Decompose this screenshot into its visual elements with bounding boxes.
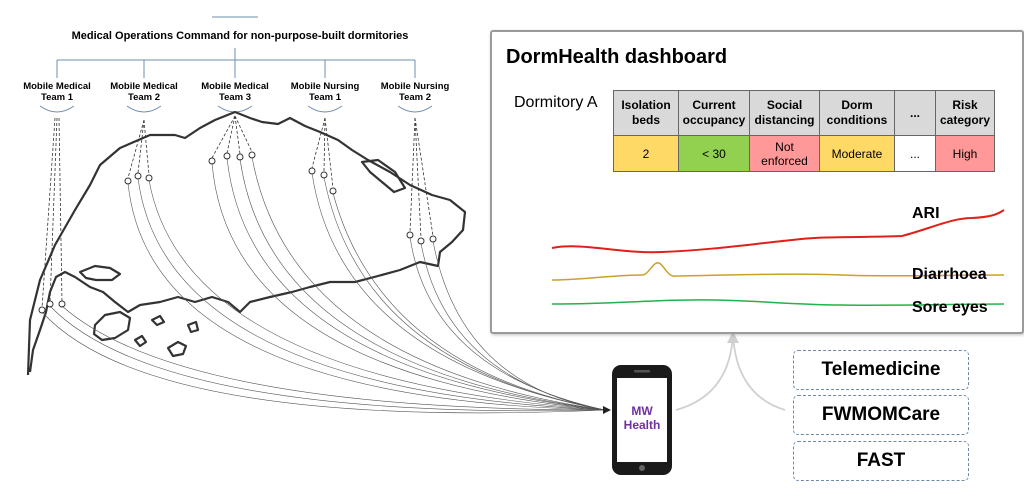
team-mobile-nursing-2: Mobile Nursing Team 2 [370, 81, 460, 103]
team-label-line1: Mobile Medical [23, 81, 91, 92]
map-outline [26, 110, 467, 376]
team-label-line2: Team 1 [40, 92, 74, 103]
value-dorm-conditions: Moderate [819, 135, 895, 172]
header-ellipsis: ... [894, 90, 936, 136]
arrow-head [603, 406, 611, 414]
dashboard-title: DormHealth dashboard [506, 46, 728, 68]
header-social-distancing: Social distancing [749, 90, 820, 136]
team-label-line1: Mobile Medical [201, 81, 269, 92]
team-mobile-medical-3: Mobile Medical Team 3 [190, 81, 280, 103]
phone-icon [612, 365, 672, 475]
team-mobile-medical-1: Mobile Medical Team 1 [12, 81, 102, 103]
team-label-line1: Mobile Medical [110, 81, 178, 92]
mw-health-app-label: MW Health [612, 404, 672, 432]
ari-trend-line [551, 209, 1005, 254]
team-label-line2: Team 2 [398, 92, 432, 103]
app-name-line2: Health [623, 418, 661, 432]
team-mobile-medical-2: Mobile Medical Team 2 [99, 81, 189, 103]
service-fwmomcare: FWMOMCare [793, 395, 969, 435]
team-label-line1: Mobile Nursing [290, 81, 360, 92]
value-ellipsis: ... [894, 135, 936, 172]
team-dispatch-lines [41, 115, 434, 309]
series-label-sore-eyes: Sore eyes [912, 299, 988, 316]
data-flow-arrows [675, 333, 786, 411]
dormitory-metrics-table: Isolation beds Current occupancy Social dis… [613, 90, 995, 172]
dormhealth-dashboard: DormHealth dashboard Dormitory A Isolati… [490, 30, 1024, 334]
header-dorm-conditions: Dorm conditions [819, 90, 895, 136]
header-isolation-beds: Isolation beds [613, 90, 679, 136]
sore-eyes-trend-line [551, 299, 1005, 307]
syndrome-trend-lines [551, 209, 1005, 307]
team-label-line2: Team 3 [218, 92, 252, 103]
table-value-row: 2 < 30 Not enforced Moderate ... High [613, 135, 995, 172]
team-mobile-nursing-1: Mobile Nursing Team 1 [280, 81, 370, 103]
table-header-row: Isolation beds Current occupancy Social dis… [613, 90, 995, 136]
team-label-line1: Mobile Nursing [380, 81, 450, 92]
value-isolation-beds: 2 [613, 135, 679, 172]
value-social-distancing: Not enforced [749, 135, 820, 172]
header-risk-category: Risk category [935, 90, 995, 136]
app-name-line1: MW [631, 404, 653, 418]
header-current-occupancy: Current occupancy [678, 90, 750, 136]
org-connectors [39, 16, 433, 113]
data-flow-arrowhead [727, 331, 739, 343]
team-label-line2: Team 2 [127, 92, 161, 103]
reporting-lines [41, 156, 606, 414]
command-title: Medical Operations Command for non-purpo… [71, 30, 409, 42]
value-current-occupancy: < 30 [678, 135, 750, 172]
dormitory-label: Dormitory A [514, 94, 598, 111]
team-label-line2: Team 1 [308, 92, 342, 103]
series-label-ari: ARI [912, 205, 940, 222]
service-telemedicine: Telemedicine [793, 350, 969, 390]
series-label-diarrhoea: Diarrhoea [912, 266, 987, 283]
service-fast: FAST [793, 441, 969, 481]
diarrhoea-trend-line [551, 262, 1005, 281]
value-risk-category: High [935, 135, 995, 172]
